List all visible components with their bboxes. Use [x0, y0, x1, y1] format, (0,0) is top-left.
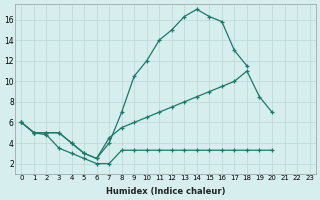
X-axis label: Humidex (Indice chaleur): Humidex (Indice chaleur)	[106, 187, 225, 196]
